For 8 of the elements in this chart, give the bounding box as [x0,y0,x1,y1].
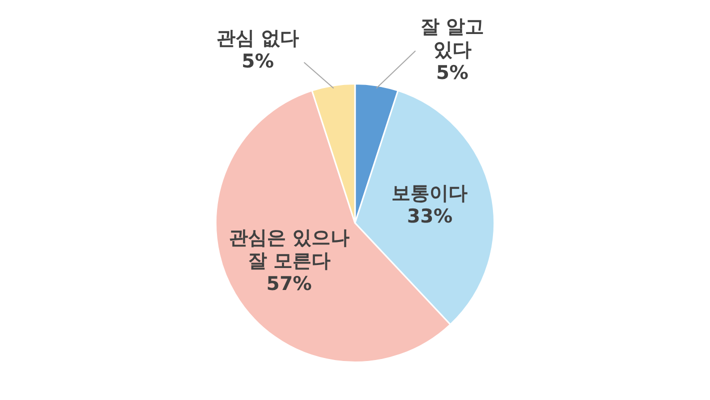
slice-label: 관심 없다 [216,27,300,50]
slice-label: 보통이다 [392,182,468,205]
data-label: 5% [436,62,468,84]
data-label: 57% [266,272,312,295]
data-label: 5% [242,50,274,72]
slice-label: 잘 알고 있다 [420,16,484,61]
data-label: 33% [407,206,452,228]
slice-label: 관심은 있으나 잘 모른다 [228,226,350,272]
